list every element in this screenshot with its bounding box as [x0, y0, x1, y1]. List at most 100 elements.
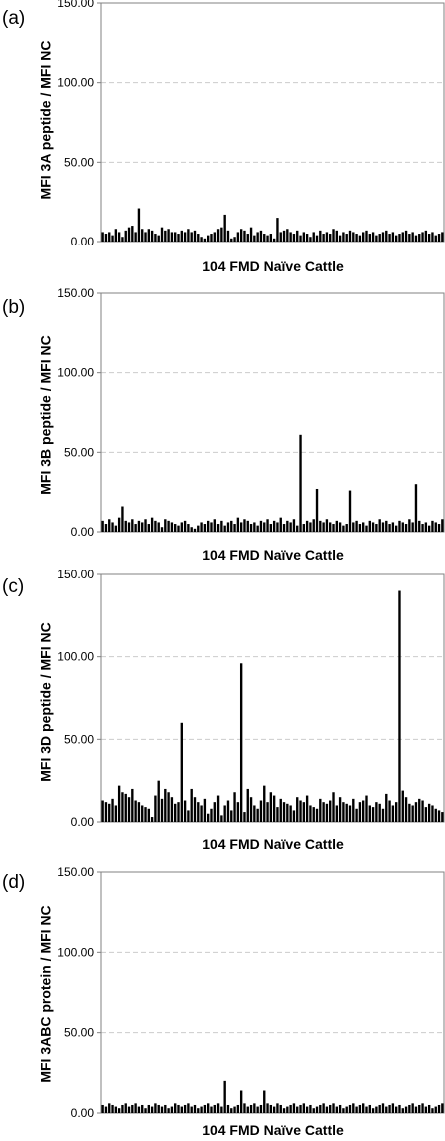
bar [398, 1104, 401, 1113]
bar [114, 805, 118, 822]
bar [117, 232, 121, 242]
bar [213, 1104, 216, 1113]
chart-panel-b: (b) MFI 3B peptide / MFI NC 0.00 50.00 100… [0, 285, 445, 570]
y-tick-label: 150.00 [57, 865, 94, 879]
bar [394, 235, 398, 242]
bar [292, 234, 296, 242]
bar [160, 527, 164, 532]
bar [170, 522, 174, 532]
bar [352, 798, 355, 822]
bar [101, 1104, 104, 1113]
bar [233, 524, 236, 532]
bar [338, 797, 342, 822]
bar [147, 524, 150, 532]
bar [233, 1106, 236, 1113]
bar [312, 232, 315, 242]
bar [319, 520, 322, 532]
bar [203, 1104, 207, 1113]
bar [309, 805, 312, 822]
bar [362, 522, 365, 532]
bar [401, 232, 404, 242]
bar [276, 218, 279, 242]
y-tick-label: 150.00 [57, 570, 94, 581]
bar [269, 1104, 273, 1113]
chart-panel-a: (a) MFI 3A peptide / MFI NC 0.00 50.00 100… [0, 0, 445, 285]
bar [108, 1103, 111, 1113]
bar [329, 234, 332, 242]
bar [197, 234, 200, 242]
bar [289, 1104, 292, 1113]
bar [220, 815, 223, 822]
bar [203, 238, 207, 242]
y-tick-label: 50.00 [64, 445, 94, 459]
bar [101, 800, 104, 822]
bar [269, 234, 273, 242]
bar [144, 232, 147, 242]
bar [183, 1104, 187, 1113]
bar [309, 522, 312, 532]
bar [414, 235, 418, 242]
bar [134, 232, 137, 242]
bar [322, 1103, 325, 1113]
bar [170, 1106, 174, 1113]
bar [332, 229, 335, 242]
bar [256, 232, 259, 242]
bar [338, 522, 342, 532]
bar [378, 234, 381, 242]
bar [180, 1106, 183, 1113]
bar [325, 232, 329, 242]
bar [365, 795, 368, 822]
bar [358, 235, 362, 242]
panel-label: (a) [2, 8, 26, 29]
bar [220, 520, 223, 532]
bar [236, 232, 240, 242]
bar [414, 484, 418, 532]
bar [378, 519, 381, 532]
plot-frame [100, 871, 445, 1114]
bar [154, 520, 157, 532]
bar [200, 805, 203, 822]
bar [391, 232, 395, 242]
bar [111, 798, 114, 822]
bar [289, 232, 292, 242]
bar [216, 524, 220, 532]
bar [292, 1103, 296, 1113]
bar [352, 232, 355, 242]
bar [256, 525, 259, 532]
bar [286, 803, 289, 822]
y-tick-label: 100.00 [57, 945, 94, 959]
bar [381, 808, 385, 822]
bar [375, 802, 378, 822]
bar [187, 229, 190, 242]
bar [329, 800, 332, 822]
bar [233, 792, 236, 822]
bar [207, 520, 210, 532]
bar [276, 522, 279, 532]
bar [167, 792, 170, 822]
bar [348, 805, 352, 822]
bar-chart: 0.00 50.00 100.00 150.00 [57, 286, 445, 539]
bar [150, 517, 154, 532]
bar [226, 522, 230, 532]
bar [279, 798, 282, 822]
bar [160, 1106, 164, 1113]
bar [401, 1108, 404, 1113]
bar [127, 1106, 131, 1113]
bar [329, 1104, 332, 1113]
bar [394, 802, 398, 822]
bar [183, 232, 187, 242]
bar [358, 802, 362, 822]
bar [193, 1104, 197, 1113]
bar [256, 1106, 259, 1113]
bar [127, 797, 131, 822]
bar [154, 234, 157, 242]
bar [190, 232, 193, 242]
bar [230, 810, 233, 822]
bar [411, 805, 414, 822]
bar [319, 1104, 322, 1113]
bar [398, 520, 401, 532]
bar [286, 229, 289, 242]
bar-chart: 0.00 50.00 100.00 150.00 [57, 0, 445, 245]
bar [299, 1104, 302, 1113]
plot-frame [100, 573, 445, 823]
